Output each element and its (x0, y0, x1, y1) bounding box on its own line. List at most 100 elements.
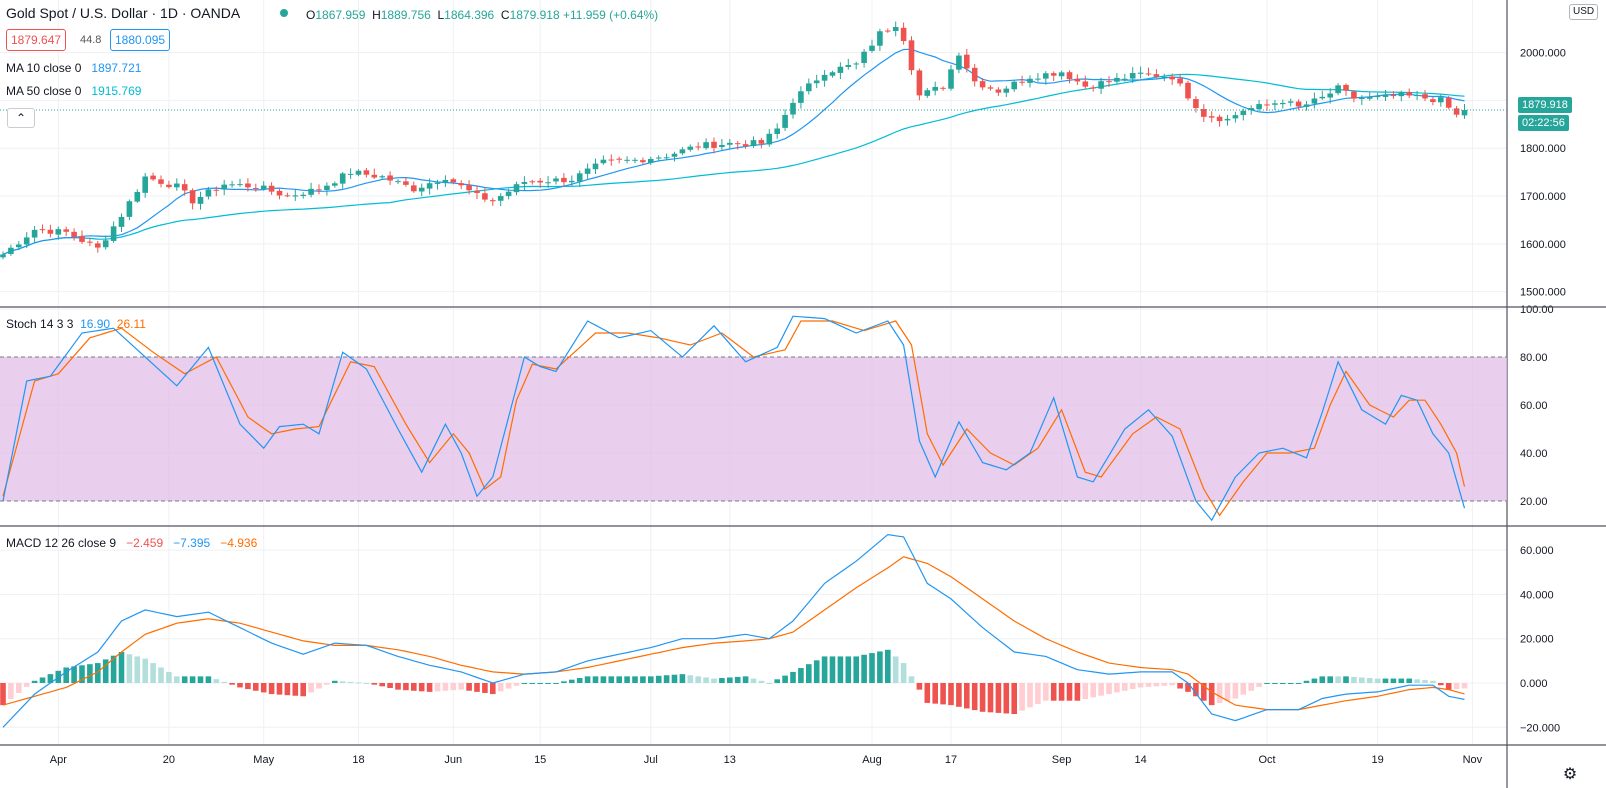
macd-hist-bar (806, 664, 812, 683)
candle-body (87, 241, 93, 243)
candle-body (332, 183, 338, 186)
candle-body (1098, 81, 1104, 89)
open-value: 1867.959 (315, 8, 366, 22)
spread-value: 44.8 (80, 34, 102, 46)
candle-body (55, 229, 62, 235)
candle-body (1406, 92, 1412, 96)
candle-body (916, 70, 923, 96)
macd-hist-bar (750, 678, 757, 683)
macd-hist-bar (181, 676, 188, 683)
macd-hist-bar (782, 675, 788, 683)
candle-body (118, 216, 125, 227)
macd-hist-bar (869, 653, 875, 683)
macd-hist-bar (174, 676, 180, 683)
candle-body (758, 140, 765, 144)
candle-body (1003, 88, 1010, 93)
candle-body (245, 183, 251, 188)
macd-hist-bar (1438, 683, 1444, 686)
macd-hist-bar (1327, 676, 1333, 683)
candle-body (1248, 108, 1254, 110)
macd-hist-bar (687, 675, 694, 683)
stoch-legend[interactable]: Stoch 14 3 3 16.90 26.11 (6, 316, 146, 332)
candle-body (513, 184, 520, 193)
candle-body (719, 144, 725, 148)
macd-legend[interactable]: MACD 12 26 close 9 −2.459 −7.395 −4.936 (6, 535, 257, 551)
macd-hist-bar (292, 683, 299, 696)
candle-body (47, 229, 54, 234)
y-tick-label: 1600.000 (1520, 239, 1566, 251)
candle-body (134, 191, 141, 202)
macd-hist-bar (411, 683, 417, 691)
macd-hist-bar (561, 681, 567, 683)
candle-body (806, 83, 812, 92)
macd-hist-bar (1453, 683, 1460, 690)
macd-hist-bar (63, 667, 69, 683)
y-tick-label: 20.00 (1520, 496, 1548, 508)
x-tick-label: 15 (534, 754, 546, 766)
macd-hist-bar (95, 663, 101, 683)
candle-body (497, 196, 504, 201)
macd-hist-bar (987, 683, 994, 713)
low-label: L (437, 8, 445, 22)
candle-body (521, 182, 528, 184)
macd-hist-bar (758, 680, 765, 683)
ma10-legend[interactable]: MA 10 close 0 1897.721 (6, 60, 141, 76)
macd-hist-bar (1066, 683, 1073, 701)
macd-hist-bar (1461, 683, 1468, 689)
ma50-legend[interactable]: MA 50 close 0 1915.769 (6, 83, 141, 99)
candle-body (632, 159, 638, 161)
candle-body (940, 87, 946, 89)
macd-hist-bar (1145, 683, 1152, 687)
candle-body (1122, 78, 1128, 80)
candle-body (1430, 99, 1436, 103)
macd-hist-bar (197, 676, 204, 683)
candle-body (1066, 72, 1073, 80)
candle-body (979, 81, 986, 88)
macd-hist-bar (1011, 683, 1017, 714)
macd-hist-bar (31, 680, 38, 683)
candle-body (964, 54, 970, 69)
candle-body (1145, 73, 1152, 75)
close-value: 1879.918 (509, 8, 560, 22)
x-tick-label: Nov (1463, 754, 1483, 766)
candle-body (276, 190, 283, 196)
macd-hist-value: −2.459 (126, 536, 164, 550)
collapse-legend-button[interactable]: ⌃ (7, 108, 35, 128)
macd-hist-bar (395, 683, 401, 690)
macd-hist-bar (1129, 683, 1136, 690)
buy-button[interactable]: 1880.095 (110, 29, 171, 51)
macd-hist-bar (47, 674, 54, 683)
x-tick-label: Jun (444, 754, 462, 766)
y-tick-label: 1500.000 (1520, 287, 1566, 299)
macd-hist-bar (742, 676, 749, 683)
macd-hist-bar (1366, 678, 1373, 683)
close-label: C (500, 8, 510, 22)
sell-button[interactable]: 1879.647 (6, 29, 67, 51)
ma10-line (2, 48, 1465, 255)
candle-body (237, 184, 243, 186)
candle-body (253, 187, 259, 189)
macd-hist-bar (260, 683, 267, 693)
macd-hist-bar (837, 656, 844, 683)
candle-body (1303, 104, 1310, 107)
currency-button[interactable]: USD (1569, 4, 1599, 20)
macd-hist-bar (245, 683, 251, 690)
candle-body (766, 133, 773, 145)
macd-hist-bar (1153, 683, 1160, 687)
y-tick-label: 1800.000 (1520, 143, 1566, 155)
macd-hist-bar (940, 683, 946, 705)
macd-hist-bar (1430, 680, 1436, 683)
candle-body (648, 158, 654, 163)
macd-hist-bar (1114, 683, 1120, 693)
candle-body (545, 182, 551, 184)
candle-body (102, 240, 109, 248)
macd-hist-bar (426, 683, 433, 692)
candle-body (458, 183, 464, 186)
macd-hist-bar (956, 683, 962, 707)
settings-gear-icon[interactable]: ⚙ (1562, 766, 1578, 783)
macd-hist-bar (418, 683, 425, 692)
candle-body (845, 65, 852, 67)
candle-body (971, 67, 978, 82)
candle-body (1374, 96, 1381, 98)
y-tick-label: 1700.000 (1520, 191, 1566, 203)
